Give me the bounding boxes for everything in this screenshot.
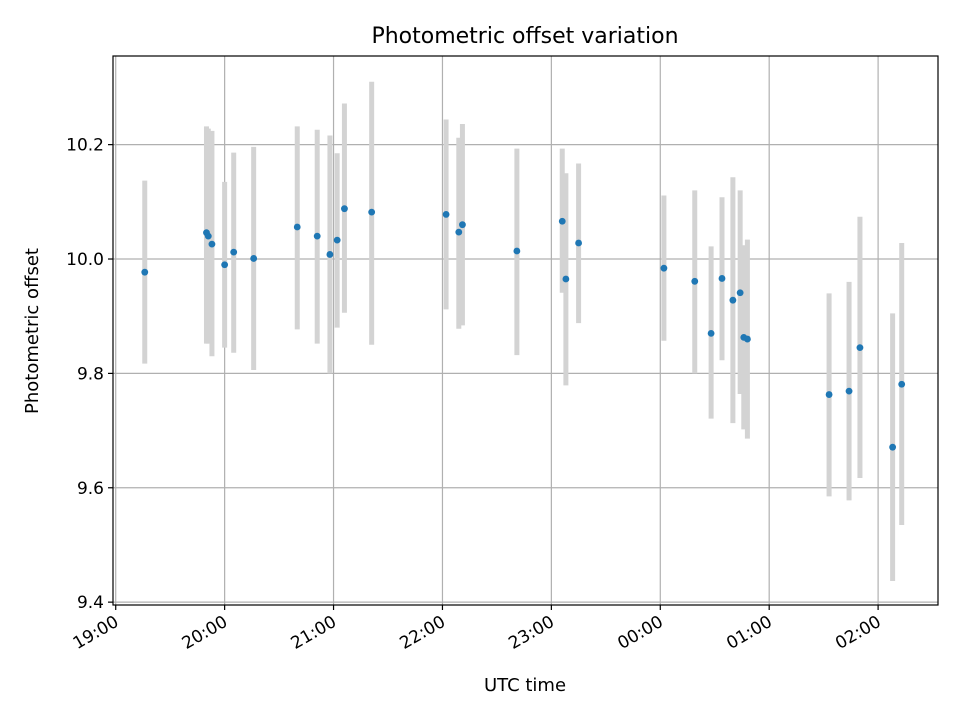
data-point [744,335,751,343]
chart-title: Photometric offset variation [371,24,678,49]
data-point [558,217,566,225]
data-point [845,387,853,395]
data-point [825,391,833,398]
data-point [562,275,570,283]
y-axis-label: Photometric offset [22,248,43,414]
data-point [326,251,334,258]
data-point [707,329,715,337]
y-tick-label: 10.2 [66,136,104,156]
data-point [459,221,466,229]
y-tick-label: 9.6 [77,479,104,499]
data-point [293,223,301,231]
data-points [141,205,906,451]
data-point [513,247,521,255]
data-point [250,255,258,262]
data-point [898,380,906,388]
data-point [333,236,341,244]
data-point [442,211,450,218]
data-point [575,239,582,247]
data-point [313,232,321,240]
data-point [368,208,376,216]
data-point [221,261,229,269]
data-point [341,205,348,213]
data-point [455,228,463,236]
data-point [718,275,726,282]
plot-frame [112,55,939,606]
data-point [856,344,864,352]
data-point [729,296,737,304]
y-tick-label: 9.4 [77,593,104,613]
y-tick-label: 10.0 [66,250,104,270]
data-point [230,248,238,256]
y-tick-label: 9.8 [77,364,104,384]
data-point [141,268,149,276]
data-point [660,264,668,272]
data-point [204,232,212,240]
data-point [736,289,744,297]
x-axis-label: UTC time [484,675,566,696]
data-point [889,443,897,451]
data-point [691,277,699,285]
data-point [208,240,216,248]
y-axis-ticks: 9.4 9.6 9.8 10.0 10.2 [66,136,113,613]
